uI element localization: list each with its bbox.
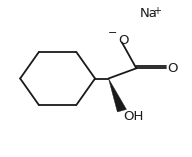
Text: +: +: [153, 6, 161, 16]
Text: −: −: [108, 28, 118, 38]
Text: O: O: [118, 34, 129, 47]
Text: OH: OH: [123, 111, 143, 123]
Polygon shape: [108, 78, 127, 112]
Text: Na: Na: [140, 7, 158, 20]
Text: O: O: [167, 62, 178, 75]
